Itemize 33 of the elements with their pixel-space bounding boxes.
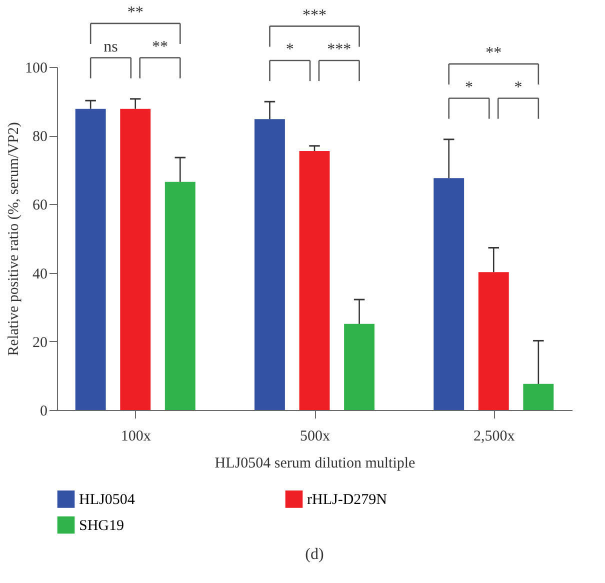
x-axis-title: HLJ0504 serum dilution multiple xyxy=(214,456,416,472)
bar xyxy=(254,119,285,410)
bar xyxy=(120,108,151,410)
y-tick-label: 100 xyxy=(25,60,48,76)
bar xyxy=(75,108,106,410)
legend-label: rHLJ-D279N xyxy=(307,492,388,508)
y-tick-label: 40 xyxy=(32,266,48,282)
y-tick-label: 60 xyxy=(32,198,48,214)
text: *** xyxy=(327,41,352,58)
bar xyxy=(344,324,375,410)
text: ** xyxy=(486,44,502,62)
x-tick-label: 100x xyxy=(120,428,152,444)
bar xyxy=(299,151,330,410)
legend-label: SHG19 xyxy=(79,518,124,534)
text: ns xyxy=(104,38,118,56)
bar xyxy=(523,384,554,410)
x-tick-label: 2,500x xyxy=(474,428,516,444)
y-tick-label: 80 xyxy=(32,129,48,146)
text: * xyxy=(286,41,294,58)
bar xyxy=(164,182,196,410)
text: ** xyxy=(152,38,168,56)
x-tick-label: 500x xyxy=(300,428,330,444)
legend-label: HLJ0504 xyxy=(79,492,136,508)
y-tick-label: 0 xyxy=(40,404,48,420)
y-axis-title: Relative positive ratio (%, serum/VP2) xyxy=(6,122,22,356)
bar xyxy=(434,178,464,410)
bar xyxy=(478,272,509,410)
annotation: * xyxy=(514,78,522,96)
annotation: * xyxy=(465,78,473,96)
text: (d) xyxy=(305,546,324,563)
y-tick-label: 20 xyxy=(32,334,48,351)
text: *** xyxy=(302,6,326,24)
text: ** xyxy=(127,4,144,22)
